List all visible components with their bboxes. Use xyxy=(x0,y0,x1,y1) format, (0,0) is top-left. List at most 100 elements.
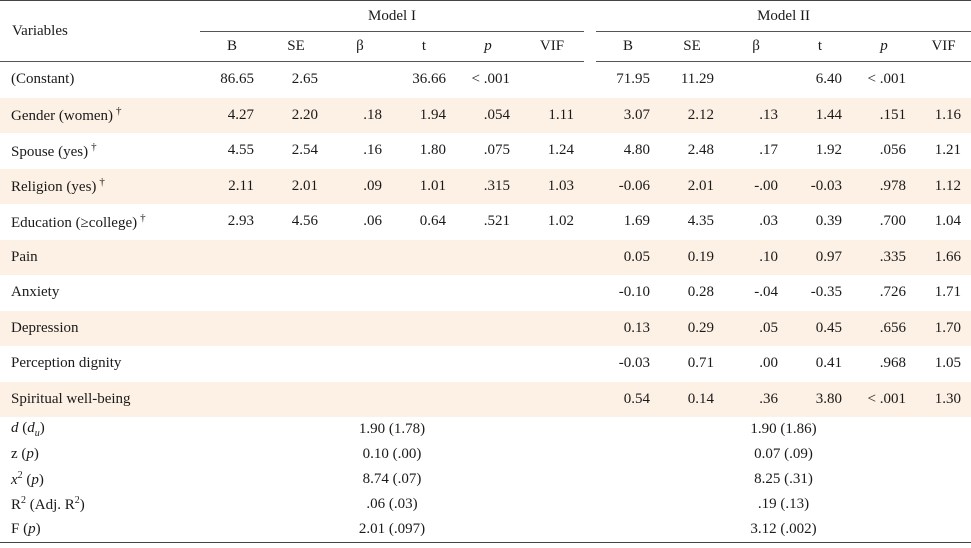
model2-cell: -.00 xyxy=(724,168,789,204)
row-label: Gender (women) † xyxy=(0,97,200,133)
col-header-se: SE xyxy=(660,31,725,62)
model2-cell: < .001 xyxy=(852,381,917,417)
stat-model1-value: 8.74 (.07) xyxy=(362,471,422,487)
header-row-models: Variables Model I Model II xyxy=(0,0,971,62)
model1-cell: 1.03 xyxy=(520,168,585,204)
model2-cell: 1.71 xyxy=(934,284,962,301)
stat-row-d: d (du) 1.90 (1.78) 1.90 (1.86) xyxy=(0,417,971,442)
model2-cell: .05 xyxy=(724,310,789,346)
model1-cell: .054 xyxy=(456,97,520,133)
model2-cell xyxy=(916,62,971,98)
model2-cell: 1.66 xyxy=(916,239,971,275)
col-header-vif: VIF xyxy=(916,31,971,62)
model2-cell: -0.35 xyxy=(810,284,843,301)
model2-cell: 1.44 xyxy=(788,97,853,133)
model1-cell xyxy=(200,275,264,311)
model2-cell: 71.95 xyxy=(616,71,651,88)
model2-cell: 0.29 xyxy=(660,310,725,346)
table-row: (Constant) 86.65 2.65 36.66 < .001 71.95 11.29… xyxy=(0,62,971,98)
model1-cell: 1.94 xyxy=(392,97,456,133)
row-label: Perception dignity xyxy=(11,355,122,372)
model1-cell: 2.11 xyxy=(200,168,264,204)
col-header-b: B xyxy=(596,31,661,62)
model1-cell: .315 xyxy=(456,168,520,204)
model1-cell xyxy=(328,381,392,417)
col-header-beta: β xyxy=(724,31,789,62)
stat-row-z: z (p) 0.10 (.00) 0.07 (.09) xyxy=(0,442,971,467)
model1-cell xyxy=(392,310,456,346)
model1-cell xyxy=(200,346,264,382)
model1-cell xyxy=(264,310,328,346)
row-label: Depression xyxy=(0,310,200,346)
model1-cell: .521 xyxy=(483,213,510,230)
model2-cell: -0.03 xyxy=(618,355,651,372)
model2-cell xyxy=(724,62,788,98)
model2-cell: 1.12 xyxy=(916,168,971,204)
model2-cell: .00 xyxy=(759,355,779,372)
row-label: (Constant) xyxy=(11,71,75,88)
model1-cell xyxy=(328,62,392,98)
model2-cell: -.04 xyxy=(754,284,779,301)
model2-cell: 1.05 xyxy=(934,355,962,372)
model2-cell: 3.80 xyxy=(788,381,853,417)
model2-cell: 1.70 xyxy=(916,310,971,346)
model1-cell: 36.66 xyxy=(412,71,446,88)
table-body: (Constant) 86.65 2.65 36.66 < .001 71.95 11.29… xyxy=(0,62,971,417)
model1-cell: 1.01 xyxy=(392,168,456,204)
model2-cell: -0.10 xyxy=(618,284,651,301)
stat-model2-value: 1.90 (1.86) xyxy=(750,421,817,437)
table-row: Religion (yes) † 2.11 2.01.09 1.01.315 1.03 -0… xyxy=(0,168,971,204)
stat-row-f: F (p) 2.01 (.097) 3.12 (.002) xyxy=(0,517,971,543)
model2-cell: 0.14 xyxy=(660,381,725,417)
model2-header: Model II xyxy=(596,0,971,32)
model2-cell: 2.48 xyxy=(687,142,715,159)
model1-cell xyxy=(200,381,264,417)
model1-cell: 2.93 xyxy=(227,213,254,230)
col-header-beta: β xyxy=(328,31,392,62)
model1-cell xyxy=(392,239,456,275)
model2-cell: 4.80 xyxy=(623,142,651,159)
col-header-se: SE xyxy=(264,31,328,62)
model1-cell xyxy=(520,310,585,346)
model2-cell: 1.04 xyxy=(934,213,962,230)
model2-cell: .13 xyxy=(724,97,789,133)
model1-cell xyxy=(328,239,392,275)
row-label: Pain xyxy=(0,239,200,275)
stat-label: d xyxy=(11,420,19,436)
table-row: Perception dignity -0.03 0.71 .00 0.41 .968 1.… xyxy=(0,346,971,382)
model1-cell: 1.80 xyxy=(419,142,446,159)
model2-cell: 6.40 xyxy=(815,71,843,88)
model2-cell: .700 xyxy=(879,213,907,230)
model2-cell: .151 xyxy=(852,97,917,133)
model2-cell: 1.30 xyxy=(916,381,971,417)
model2-cell: 0.28 xyxy=(687,284,715,301)
model1-cell xyxy=(328,275,392,311)
model1-cell xyxy=(520,346,584,382)
stat-model1-value: 1.90 (1.78) xyxy=(358,421,426,437)
model1-header: Model I xyxy=(200,0,585,32)
model2-cell: 0.05 xyxy=(596,239,661,275)
model1-cell: 2.01 xyxy=(264,168,328,204)
dagger-mark: † xyxy=(140,211,146,224)
model1-cell: .06 xyxy=(363,213,382,230)
model1-cell xyxy=(456,275,520,311)
model2-cell: .03 xyxy=(759,213,779,230)
stat-label: R xyxy=(11,497,22,513)
row-label: Anxiety xyxy=(11,284,60,301)
model1-cell xyxy=(264,239,328,275)
model2-cell: 0.97 xyxy=(788,239,853,275)
model2-cell: .978 xyxy=(852,168,917,204)
col-header-p: p xyxy=(456,31,520,62)
stat-row-r2: R2 (Adj. R2) .06 (.03) .19 (.13) xyxy=(0,492,971,517)
model1-cell xyxy=(520,381,585,417)
model2-cell: .726 xyxy=(879,284,907,301)
model1-cell xyxy=(264,275,328,311)
dagger-mark: † xyxy=(91,140,97,153)
stat-model2-value: 0.07 (.09) xyxy=(754,446,813,462)
model2-cell: 0.19 xyxy=(660,239,725,275)
header-row-columns: B SE β t p VIF B SE β t p VIF xyxy=(0,31,971,62)
row-label: Spouse (yes) † xyxy=(11,140,97,160)
model1-cell xyxy=(264,381,328,417)
model1-cell xyxy=(392,275,456,311)
